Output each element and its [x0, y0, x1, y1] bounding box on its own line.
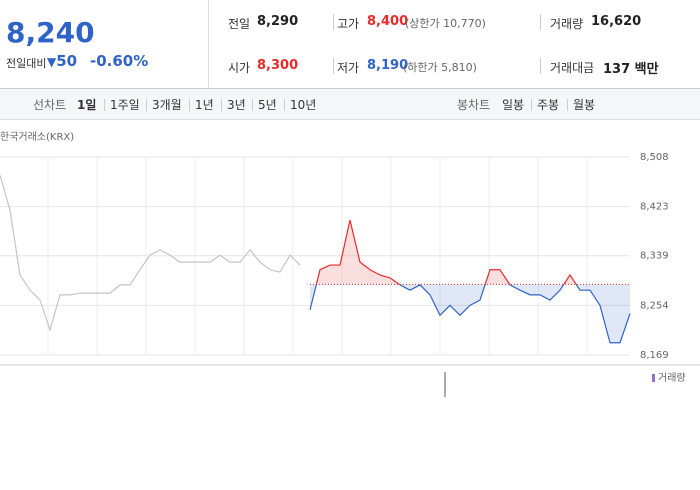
divider — [333, 58, 334, 74]
tab[interactable]: 3개월 — [152, 98, 182, 112]
tab-bar — [0, 88, 700, 120]
label: 전일 — [228, 17, 251, 31]
legend-swatch — [652, 374, 655, 382]
tab[interactable]: 일봉 — [502, 98, 525, 112]
tab[interactable]: 10년 — [290, 98, 317, 112]
tab[interactable]: 1년 — [195, 98, 214, 112]
y-tick-label: 8,169 — [640, 350, 669, 361]
price: 8,240 — [6, 16, 95, 49]
divider — [252, 99, 253, 111]
tab[interactable]: 주봉 — [537, 98, 560, 112]
label: 거래대금 — [550, 61, 595, 75]
tab[interactable]: 1일 — [77, 98, 97, 112]
divider — [146, 99, 147, 111]
y-tick-label: 8,508 — [640, 152, 669, 163]
divider — [208, 0, 209, 88]
area-up — [310, 220, 630, 285]
value: 8,190 — [367, 58, 409, 73]
price-line-up — [315, 219, 577, 285]
divider — [540, 58, 541, 74]
tab[interactable]: 3년 — [227, 98, 246, 112]
divider — [567, 99, 568, 111]
tab[interactable]: 1주일 — [110, 98, 140, 112]
tab[interactable]: 월봉 — [573, 98, 596, 112]
y-tick-label: 8,254 — [640, 300, 669, 311]
label: 거래량 — [550, 17, 584, 31]
note: (상한가 10,770) — [405, 17, 486, 30]
area-down — [310, 284, 630, 343]
value: 8,400 — [367, 14, 409, 29]
y-tick-label: 8,339 — [640, 251, 669, 262]
divider — [333, 14, 334, 30]
value: 16,620 — [591, 14, 642, 29]
value: 137 백만 — [603, 62, 659, 77]
divider — [104, 99, 105, 111]
value: 8,290 — [257, 14, 299, 29]
change-value: 50 — [56, 52, 78, 70]
divider — [221, 99, 222, 111]
price-line-down — [309, 284, 631, 344]
y-tick-label: 8,423 — [640, 202, 669, 213]
divider — [531, 99, 532, 111]
price-line — [0, 174, 301, 332]
divider — [284, 99, 285, 111]
divider — [189, 99, 190, 111]
label: 고가 — [337, 17, 360, 31]
value: 8,300 — [257, 58, 299, 73]
tab: 봉차트 — [457, 98, 491, 112]
label: 저가 — [337, 61, 360, 75]
tab: 선차트 — [33, 98, 67, 112]
source: 한국거래소(KRX) — [0, 131, 74, 143]
change-label: 전일대비 — [6, 57, 47, 70]
tab[interactable]: 5년 — [258, 98, 277, 112]
change: ▼50 — [47, 52, 78, 70]
divider — [540, 14, 541, 30]
change-rate: -0.60% — [90, 52, 149, 70]
chart: 한국거래소(KRX) 거래량 8,508 8,423 8,339 8,254 8,169 — [0, 131, 700, 397]
note: (하한가 5,810) — [403, 61, 477, 74]
label: 시가 — [228, 61, 251, 75]
legend-label: 거래량 — [658, 372, 686, 384]
